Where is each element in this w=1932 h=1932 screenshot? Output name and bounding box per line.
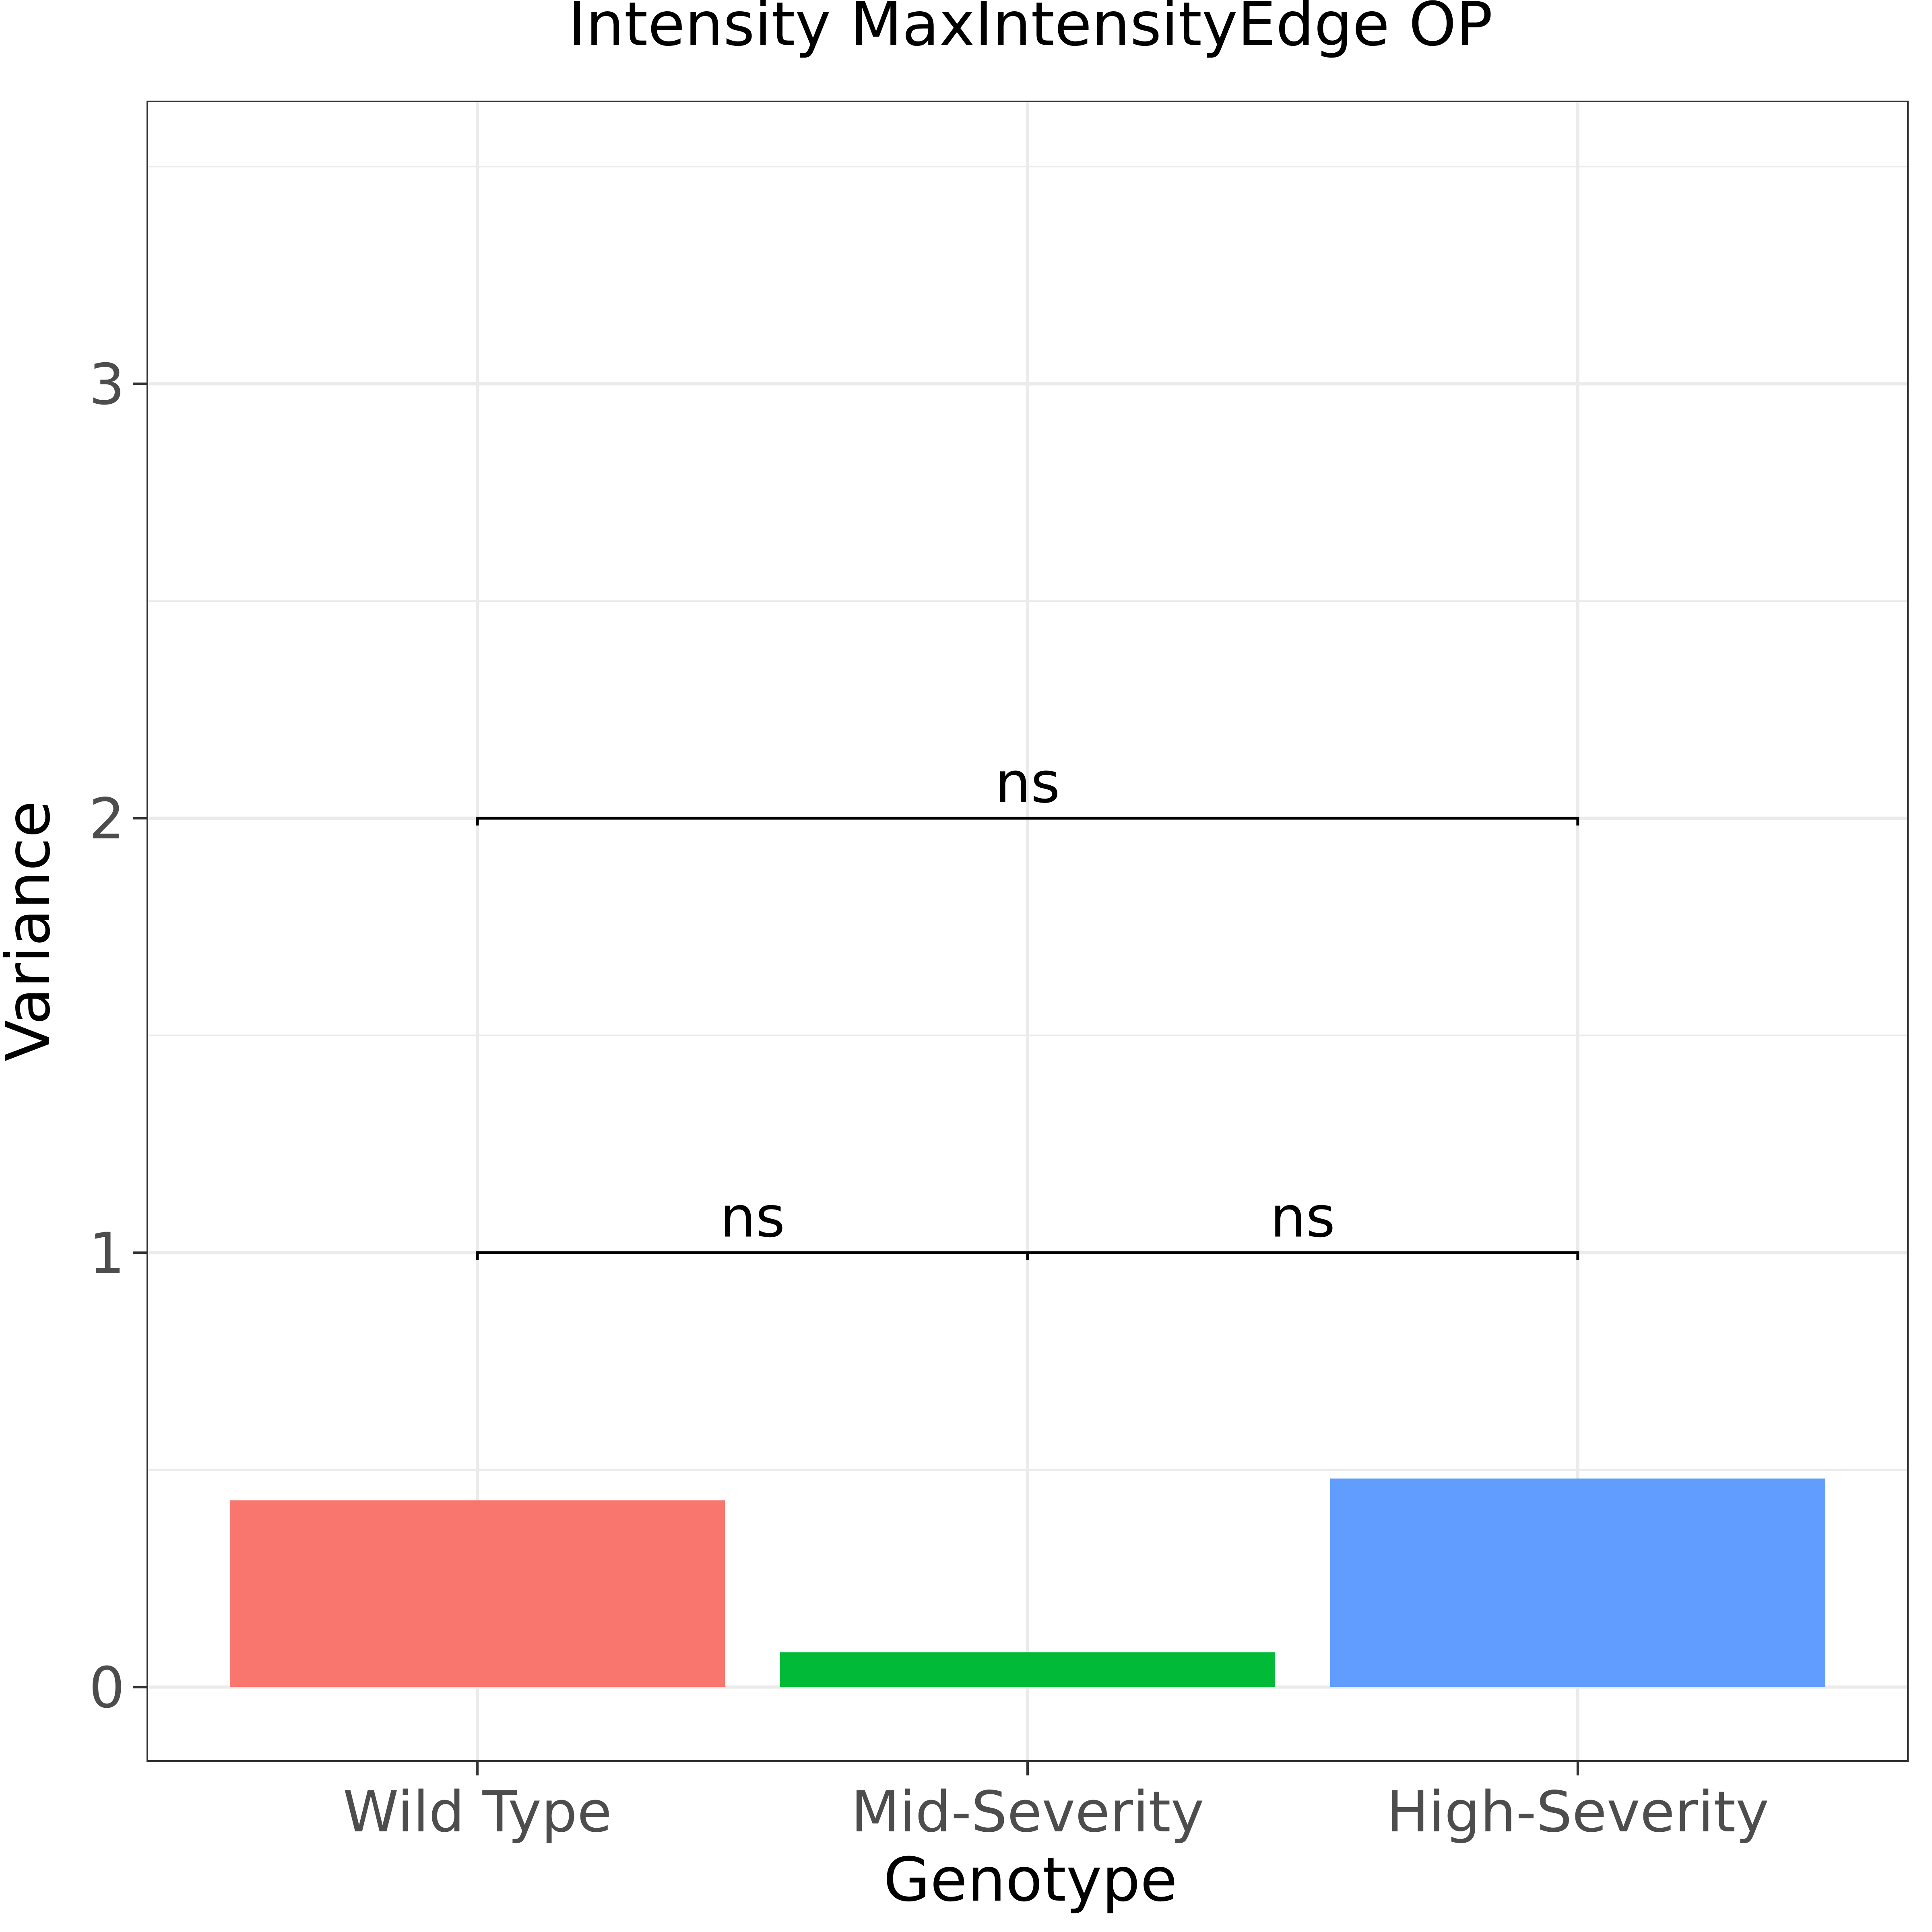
significance-label: ns <box>720 1185 785 1250</box>
bar-mid-severity <box>780 1652 1276 1687</box>
bars <box>230 1478 1825 1687</box>
x-axis-title: Genotype <box>883 1845 1177 1915</box>
bar-high-severity <box>1330 1478 1825 1687</box>
y-tick-label: 0 <box>89 1655 125 1721</box>
y-axis: 0 1 2 3 <box>89 352 147 1721</box>
significance-label: ns <box>995 750 1060 816</box>
bar-wild-type <box>230 1500 725 1687</box>
x-tick-label: High-Severity <box>1387 1779 1769 1845</box>
y-tick-label: 3 <box>89 352 125 418</box>
x-axis: Wild Type Mid-Severity High-Severity <box>343 1761 1769 1845</box>
x-tick-label: Mid-Severity <box>851 1779 1204 1845</box>
chart-title: Intensity MaxIntensityEdge OP <box>568 0 1492 60</box>
x-tick-label: Wild Type <box>343 1779 612 1845</box>
y-axis-title: Variance <box>0 801 64 1061</box>
y-tick-label: 1 <box>89 1221 125 1286</box>
significance-label: ns <box>1270 1185 1335 1250</box>
significance-bracket <box>1026 1251 1579 1260</box>
y-tick-label: 2 <box>89 786 125 852</box>
significance-bracket <box>476 817 1579 826</box>
significance-brackets: ns ns ns <box>476 750 1579 1260</box>
